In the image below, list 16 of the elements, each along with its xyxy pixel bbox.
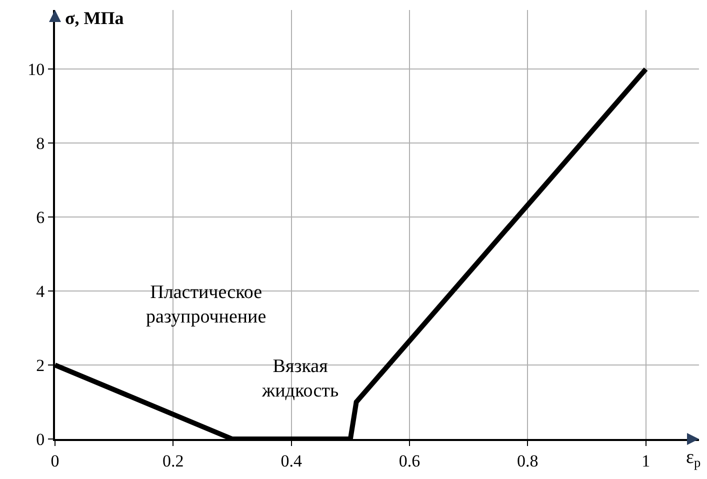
x-tick-label: 0.8 <box>517 451 538 470</box>
y-tick-label: 4 <box>36 282 46 302</box>
x-tick-label: 0.6 <box>398 451 420 470</box>
y-tick-label: 2 <box>36 356 45 375</box>
y-tick-label: 0 <box>36 430 45 449</box>
y-tick-label: 6 <box>36 208 45 228</box>
y-tick-label: 8 <box>36 134 45 154</box>
y-tick-label: 10 <box>28 60 45 80</box>
x-tick-label: 0.4 <box>280 451 302 470</box>
x-tick-label: 0 <box>50 451 60 470</box>
annotation: Пластическое разупрочнение <box>146 282 266 328</box>
y-axis-title: σ, МПа <box>65 8 124 28</box>
x-tick-label: 1 <box>642 451 650 470</box>
x-tick-label: 0.2 <box>162 451 184 470</box>
x-axis-title: ε$_{p}$ <box>686 447 701 470</box>
annotation: Вязкая жидкость <box>261 356 339 402</box>
